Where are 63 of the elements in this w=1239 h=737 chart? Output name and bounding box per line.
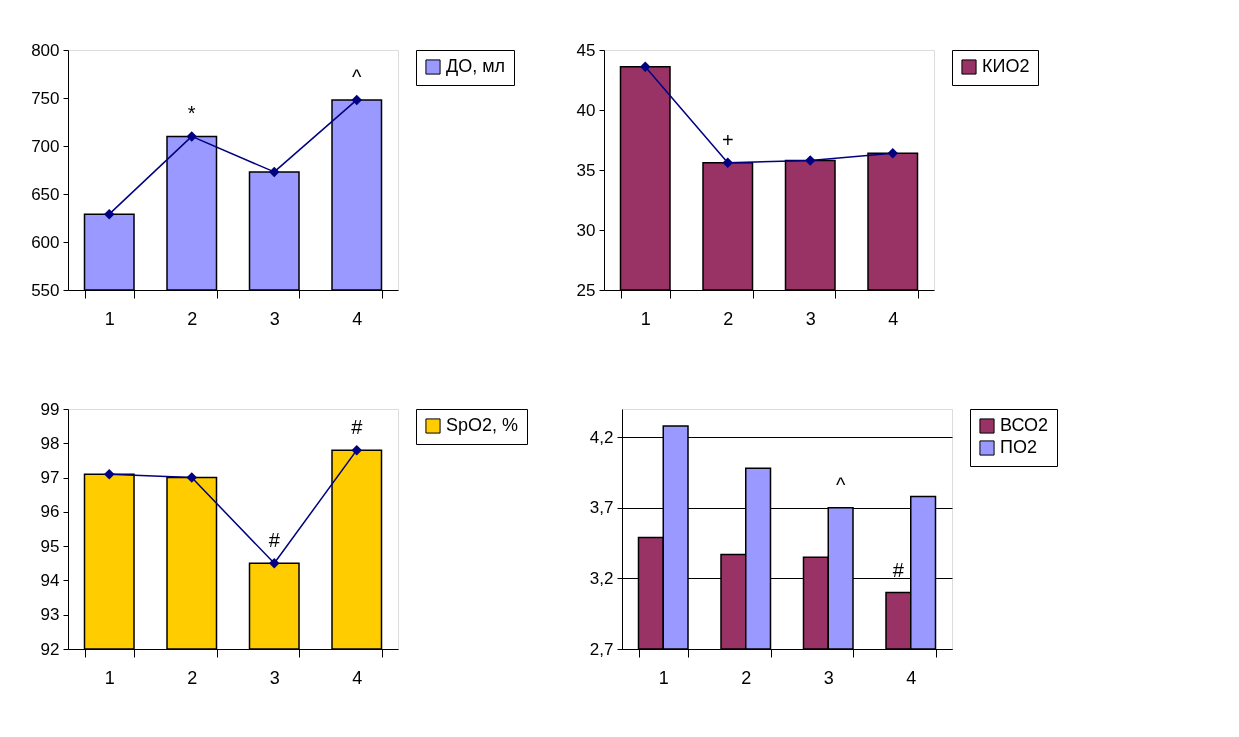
x-tick-label: 1 bbox=[658, 667, 669, 688]
point bbox=[104, 468, 115, 480]
legend-label: SpO2, % bbox=[446, 415, 519, 435]
x-tick-label: 3 bbox=[805, 308, 816, 329]
y-tick-label: 97 bbox=[40, 468, 60, 488]
x-tick-label: 4 bbox=[352, 667, 363, 688]
annotation: ^ bbox=[352, 65, 363, 88]
y-tick-label: 40 bbox=[576, 100, 596, 120]
annotation: # bbox=[351, 416, 364, 439]
y-tick-label: 92 bbox=[40, 639, 60, 659]
annotation: + bbox=[721, 128, 734, 151]
y-tick-label: 3,2 bbox=[589, 568, 614, 588]
y-tick-label: 98 bbox=[40, 433, 60, 453]
point bbox=[640, 61, 651, 73]
y-tick-label: 95 bbox=[40, 536, 60, 556]
y-tick-label: 94 bbox=[40, 570, 60, 590]
x-tick-label: 3 bbox=[269, 667, 280, 688]
x-tick-label: 2 bbox=[187, 667, 198, 688]
x-tick-label: 1 bbox=[104, 308, 115, 329]
point bbox=[805, 155, 816, 166]
x-tick-label: 3 bbox=[269, 308, 280, 329]
legend-label: КИО2 bbox=[982, 56, 1030, 76]
x-tick-label: 4 bbox=[352, 308, 363, 329]
x-tick-label: 2 bbox=[187, 308, 198, 329]
x-tick-label: 3 bbox=[823, 667, 834, 688]
y-tick-label: 650 bbox=[31, 184, 60, 204]
y-tick-label: 30 bbox=[576, 220, 596, 240]
point bbox=[186, 131, 197, 142]
y-tick-label: 99 bbox=[40, 399, 60, 419]
y-tick-label: 45 bbox=[576, 40, 596, 60]
annotation: * bbox=[187, 102, 196, 125]
point bbox=[104, 208, 115, 220]
y-tick-label: 700 bbox=[31, 136, 60, 156]
x-tick-label: 4 bbox=[906, 667, 917, 688]
annotation: # bbox=[892, 558, 905, 581]
y-tick-label: 93 bbox=[40, 605, 60, 625]
legend-label: ДО, мл bbox=[446, 56, 506, 76]
legend-label: ПО2 bbox=[1000, 437, 1037, 457]
y-tick-label: 4,2 bbox=[589, 427, 614, 447]
y-tick-label: 3,7 bbox=[589, 498, 614, 518]
x-tick-label: 2 bbox=[741, 667, 752, 688]
y-tick-label: 96 bbox=[40, 502, 60, 522]
point bbox=[351, 94, 362, 106]
x-tick-label: 4 bbox=[888, 308, 899, 329]
point bbox=[351, 444, 362, 456]
point bbox=[269, 558, 280, 569]
y-tick-label: 750 bbox=[31, 88, 60, 108]
point bbox=[269, 166, 280, 178]
x-tick-label: 2 bbox=[723, 308, 734, 329]
point bbox=[722, 157, 733, 169]
x-tick-label: 1 bbox=[104, 667, 115, 688]
y-tick-label: 25 bbox=[576, 280, 596, 300]
legend-label: ВСО2 bbox=[1000, 415, 1049, 435]
y-tick-label: 35 bbox=[576, 160, 596, 180]
annotation: # bbox=[268, 529, 281, 552]
point bbox=[887, 147, 898, 159]
x-tick-label: 1 bbox=[640, 308, 651, 329]
y-tick-label: 800 bbox=[31, 40, 60, 60]
y-tick-label: 2,7 bbox=[589, 639, 614, 659]
point bbox=[186, 472, 197, 483]
annotation: ^ bbox=[835, 473, 846, 496]
y-tick-label: 550 bbox=[31, 280, 60, 300]
y-tick-label: 600 bbox=[31, 232, 60, 252]
